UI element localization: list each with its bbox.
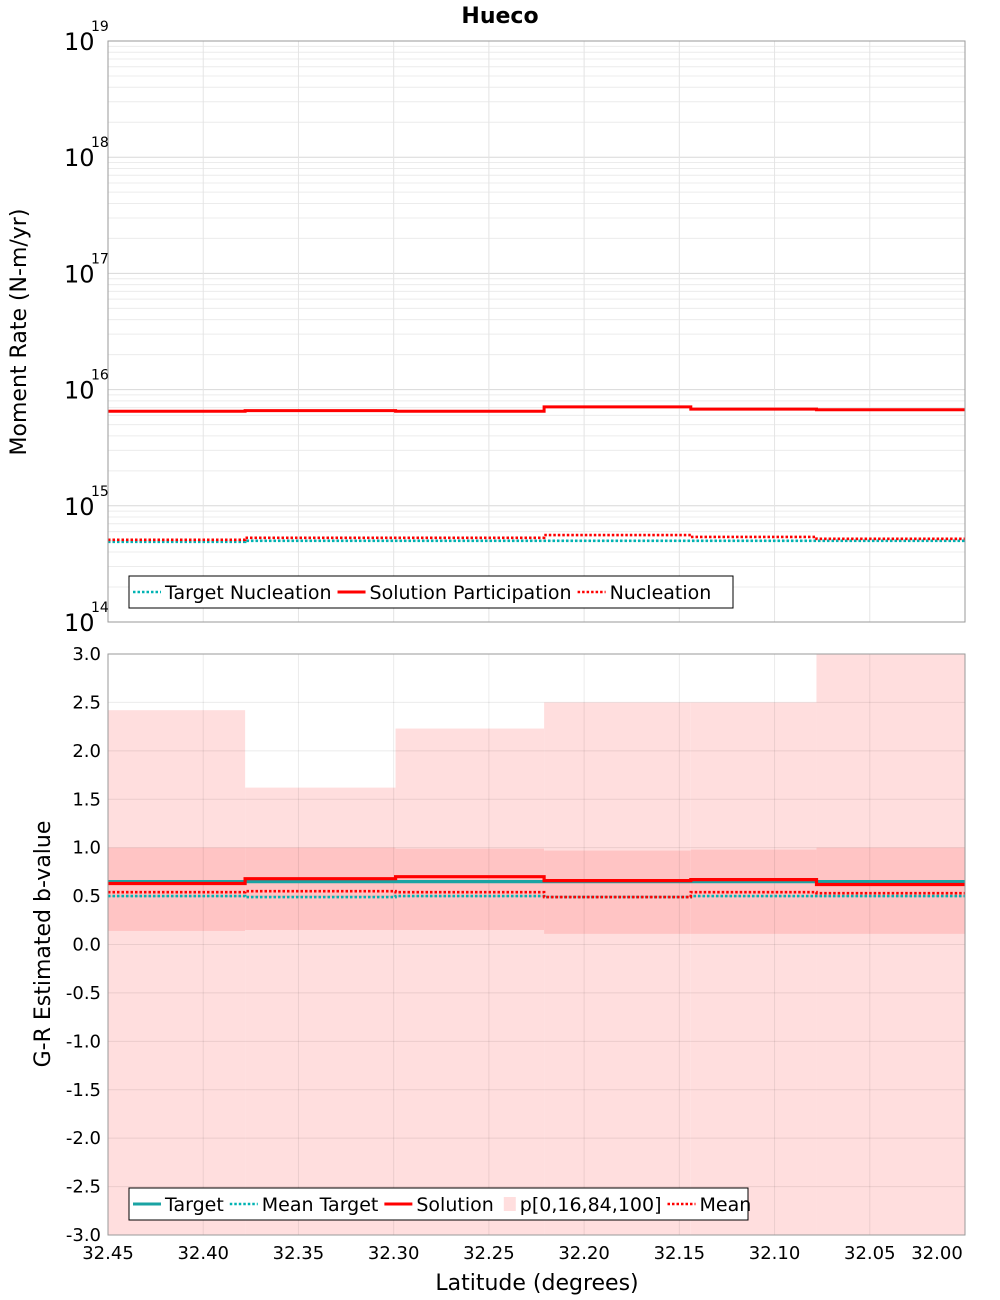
y-tick-label-exponent: 15 (91, 484, 109, 500)
b-value-series (108, 875, 965, 899)
b-value-percentile-bands (108, 654, 965, 1235)
y-tick-label: 0.0 (72, 935, 101, 956)
x-tick-label: 32.05 (844, 1243, 896, 1264)
y-tick-label-base: 10 (64, 260, 95, 288)
y-tick-label: 1.0 (72, 838, 101, 859)
x-tick-label: 32.35 (273, 1243, 325, 1264)
b-value-plot-frame (107, 653, 966, 1236)
y-tick-label: -3.0 (66, 1225, 101, 1246)
x-tick-label: 32.20 (558, 1243, 610, 1264)
band-p16-p84 (108, 847, 246, 931)
legend-label-nucleation: Nucleation (610, 582, 712, 604)
chart-title: Hueco (461, 4, 538, 29)
y-tick-label-base: 10 (64, 609, 95, 637)
x-tick-label: 32.15 (654, 1243, 706, 1264)
band-p0-p100 (108, 710, 246, 1235)
y-tick-label-exponent: 16 (91, 368, 109, 384)
b-value-plot: 3.0 2.5 2.0 1.5 1.0 0.5 0.0 -0.5 -1.0 -1.5 -2.0 -2.… (66, 644, 966, 1264)
y-tick-label-exponent: 19 (91, 19, 109, 35)
b-value-legend: Target Mean Target Solution p[0,16,84,100] M… (128, 1187, 752, 1221)
x-tick-label: 32.45 (82, 1243, 134, 1264)
moment-rate-y-axis-label: Moment Rate (N-m/yr) (7, 209, 32, 456)
legend-label-solution-participation: Solution Participation (370, 582, 572, 604)
y-tick-label: -1.5 (66, 1080, 101, 1101)
y-tick-label: -2.0 (66, 1128, 101, 1149)
latitude-x-ticks: 32.45 32.40 32.35 32.30 32.25 32.20 32.15 32.10… (82, 1243, 963, 1264)
band-p16-p84 (544, 850, 691, 934)
y-tick-label-base: 10 (64, 377, 95, 405)
y-tick-label-base: 10 (64, 144, 95, 172)
moment-rate-legend: Target Nucleation Solution Participation N… (128, 575, 734, 609)
legend-label-target: Target (164, 1194, 224, 1216)
x-tick-label: 32.25 (463, 1243, 515, 1264)
series-solution (108, 875, 965, 887)
y-tick-label-exponent: 14 (91, 600, 109, 616)
x-tick-label: 32.30 (368, 1243, 420, 1264)
series-mean (108, 889, 965, 899)
x-tick-label: 32.00 (911, 1243, 963, 1264)
band-p0-p100 (544, 702, 691, 1235)
band-p0-p100 (690, 702, 817, 1235)
y-tick-label: -2.5 (66, 1177, 101, 1198)
band-p0-p100 (395, 728, 545, 1235)
legend-label-target-nucleation: Target Nucleation (164, 582, 332, 604)
x-tick-label: 32.40 (177, 1243, 229, 1264)
legend-label-mean-target: Mean Target (262, 1194, 379, 1216)
y-tick-label-exponent: 18 (91, 135, 109, 151)
moment-rate-series (108, 405, 965, 544)
y-tick-label-base: 10 (64, 493, 95, 521)
legend-label-mean: Mean (700, 1194, 752, 1216)
series-target-nucleation (108, 539, 965, 544)
y-tick-label: -0.5 (66, 983, 101, 1004)
y-tick-label: 2.0 (72, 741, 101, 762)
b-value-y-axis-label: G-R Estimated b-value (31, 821, 56, 1068)
y-tick-label: -1.0 (66, 1031, 101, 1052)
moment-rate-plot-frame (107, 40, 966, 623)
legend-label-p-0-16-84-100: p[0,16,84,100] (520, 1194, 662, 1216)
y-tick-label: 3.0 (72, 644, 101, 665)
legend-label-solution: Solution (416, 1194, 493, 1216)
b-value-y-ticks: 3.0 2.5 2.0 1.5 1.0 0.5 0.0 -0.5 -1.0 -1.5 -2.0 -2.… (66, 644, 101, 1246)
band-p16-p84 (816, 847, 965, 934)
band-p16-p84 (395, 848, 545, 930)
x-axis-label: Latitude (degrees) (435, 1271, 638, 1296)
y-tick-label-exponent: 17 (91, 251, 109, 267)
legend-box (128, 575, 734, 609)
y-tick-label: 0.5 (72, 886, 101, 907)
series-solution-participation (108, 405, 965, 413)
moment-rate-grid (107, 40, 966, 623)
band-p16-p84 (245, 847, 396, 930)
band-p0-p100 (816, 654, 965, 1235)
series-nucleation (108, 533, 965, 542)
x-tick-label: 32.10 (749, 1243, 801, 1264)
legend-swatch-p-0-16-84-100 (503, 1197, 516, 1211)
y-tick-label: 2.5 (72, 692, 101, 713)
y-tick-label: 1.5 (72, 789, 101, 810)
y-tick-label-base: 10 (64, 28, 95, 56)
